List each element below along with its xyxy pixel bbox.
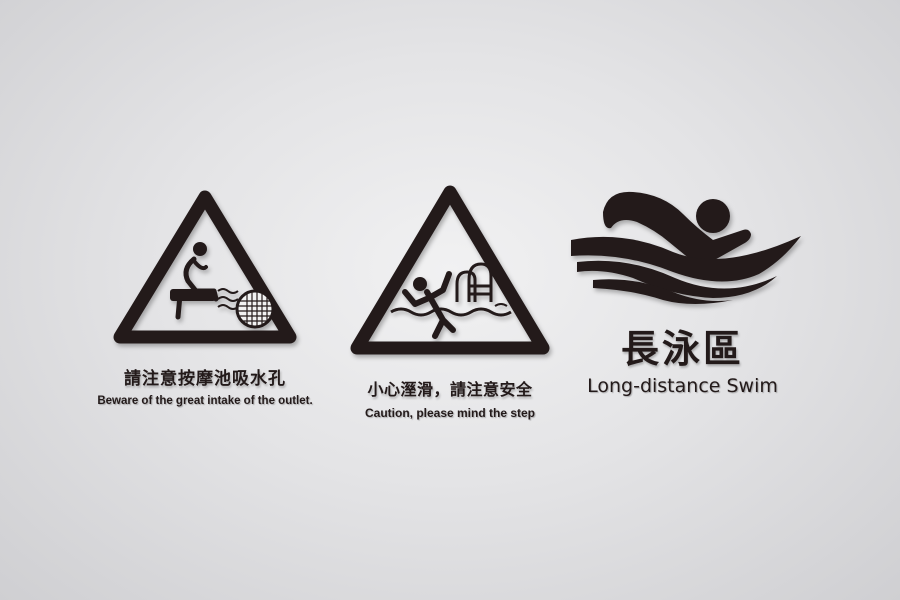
sign-long-distance-swim: 長泳區 Long-distance Swim <box>560 180 805 397</box>
sign-caption-en: Long-distance Swim <box>587 375 778 397</box>
sign-title-zh: 長泳區 <box>620 327 744 371</box>
drain-outlet-warning-icon <box>113 190 297 344</box>
sign-slippery-caution: 小心溼滑，請注意安全 Caution, please mind the step <box>330 180 570 420</box>
sign-caption-en: Caution, please mind the step <box>364 406 536 420</box>
sign-title-zh: 小心溼滑，請注意安全 <box>367 380 533 399</box>
swimmer-icon <box>570 191 801 304</box>
sign-caption-en: Beware of the great intake of the outlet… <box>97 395 313 407</box>
sign-title-zh: 請注意按摩池吸水孔 <box>124 369 286 389</box>
slippery-pool-warning-icon <box>350 185 550 355</box>
sign-intake-outlet: 請注意按摩池吸水孔 Beware of the great intake of … <box>80 185 330 407</box>
